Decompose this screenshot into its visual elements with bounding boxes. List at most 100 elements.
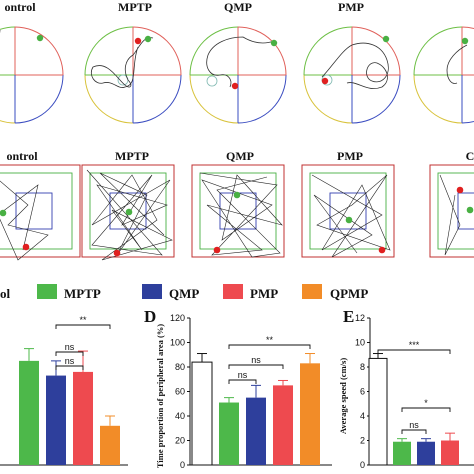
maze-arc-nw <box>0 26 16 30</box>
bar-qmp <box>46 375 66 465</box>
arena-zone-center <box>457 192 474 230</box>
bar-qmp <box>246 397 266 465</box>
maze-arc-ne <box>132 26 182 76</box>
maze-arc-sw <box>0 120 16 124</box>
arena-zone-outer <box>309 172 387 250</box>
arena-start-marker <box>233 191 241 199</box>
arena-start-marker <box>0 209 7 217</box>
significance-label: ns <box>251 355 261 365</box>
significance-label: ns <box>65 342 75 352</box>
maze-arc-nw <box>413 26 463 76</box>
bar-mptp <box>19 360 39 465</box>
arena-end-marker <box>113 249 121 257</box>
y-tick-label: 20 <box>175 436 185 446</box>
field-title-mptp: MPTP <box>115 149 149 163</box>
bar-qpmp <box>100 425 120 465</box>
maze-arc-nw <box>303 26 353 76</box>
significance-bracket <box>377 349 451 354</box>
y-tick-label: 40 <box>175 411 185 421</box>
maze-arc-ne <box>237 26 287 76</box>
significance-bracket <box>55 365 84 370</box>
arena-track <box>439 174 461 256</box>
y-tick-label: 80 <box>175 362 185 372</box>
arena-zone-outer <box>0 172 73 250</box>
arena-end-marker <box>456 186 464 194</box>
maze-arc-nw <box>84 26 134 76</box>
legend-control-label: ol <box>0 286 11 301</box>
legend-label-pmp: PMP <box>250 286 278 301</box>
arena-0 <box>0 164 81 261</box>
significance-label: ns <box>238 370 248 380</box>
maze-title-control: ontrol <box>4 0 36 14</box>
arena-zone-outer <box>199 172 277 250</box>
y-tick-label: 12 <box>355 313 365 323</box>
bar-control <box>191 361 213 466</box>
arena-track <box>311 174 391 258</box>
maze-arc-se <box>351 74 401 124</box>
significance-bracket <box>228 344 311 349</box>
bar-pmp <box>73 371 93 465</box>
significance-bracket <box>55 351 84 356</box>
bar-charts: **nsns020406080100120**nsns024681012****… <box>0 313 474 470</box>
legend: ol MPTP QMP PMP QPMP <box>0 284 368 301</box>
maze-end-marker <box>231 82 239 90</box>
y-tick-label: 10 <box>355 338 365 348</box>
significance-label: ns <box>409 420 419 430</box>
arena-zone-outer <box>437 172 474 250</box>
maze-arc-sw <box>84 74 134 124</box>
significance-label: ns <box>65 356 75 366</box>
arena-start-marker <box>466 206 474 214</box>
significance-bracket <box>401 407 451 412</box>
maze-0 <box>0 26 64 124</box>
arena-zone-center <box>329 192 367 230</box>
maze-3 <box>303 26 401 124</box>
bar-pmp <box>273 385 293 465</box>
significance-bracket <box>401 429 427 434</box>
maze-title-qmp: QMP <box>224 0 252 14</box>
panel-letter-e: E <box>343 307 354 326</box>
bar-pmp <box>441 440 459 465</box>
y-tick-label: 2 <box>360 436 365 446</box>
y-tick-label: 6 <box>360 387 365 397</box>
significance-bracket <box>228 364 284 369</box>
maze-swim-path <box>446 44 468 84</box>
maze-start-marker <box>382 35 390 43</box>
maze-end-marker <box>321 77 329 85</box>
y-tick-label: 120 <box>170 313 185 323</box>
significance-label: ** <box>79 315 87 325</box>
maze-title-pmp: PMP <box>338 0 364 14</box>
open-field-row <box>0 164 474 261</box>
field-title-qpmp: C <box>466 149 474 163</box>
maze-swim-path <box>206 36 275 88</box>
maze-arc-se <box>461 120 474 124</box>
maze-start-marker <box>461 37 469 45</box>
maze-4 <box>413 26 474 124</box>
maze-arc-se <box>14 74 64 124</box>
panel-e-ylabel: Average speed (cm/s) <box>338 358 348 434</box>
chart-c: ** ns ns <box>0 315 128 466</box>
arena-zone-outer <box>89 172 167 250</box>
y-tick-label: 4 <box>360 411 365 421</box>
legend-label-mptp: MPTP <box>64 286 101 301</box>
arena-end-marker <box>378 246 386 254</box>
arena-track <box>0 180 49 261</box>
maze-arc-ne <box>14 26 64 76</box>
water-maze-row <box>0 26 474 124</box>
arena-zone-center <box>15 192 53 230</box>
arena-2 <box>191 164 285 258</box>
maze-start-marker <box>270 39 278 47</box>
maze-arc-ne <box>351 26 401 76</box>
significance-bracket <box>55 324 111 329</box>
y-tick-label: 100 <box>170 338 185 348</box>
maze-arc-sw <box>189 74 239 124</box>
maze-swim-path <box>90 37 154 88</box>
arena-start-marker <box>125 208 133 216</box>
maze-arc-sw <box>303 74 353 124</box>
legend-swatch-qmp <box>142 284 162 299</box>
maze-arc-se <box>237 74 287 124</box>
arena-4 <box>429 164 474 258</box>
legend-swatch-mptp <box>37 284 57 299</box>
maze-start-marker <box>36 34 44 42</box>
